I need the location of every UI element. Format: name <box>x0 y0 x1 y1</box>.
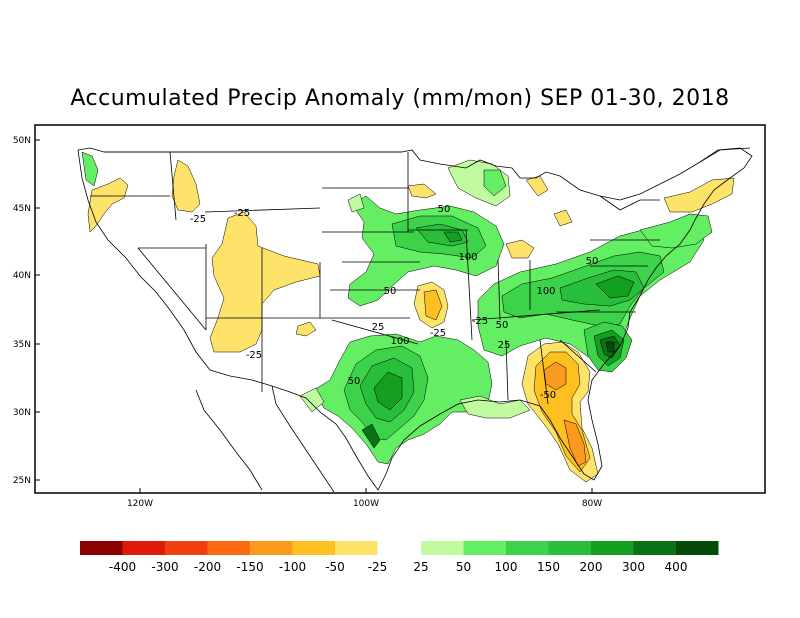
map-title: Accumulated Precip Anomaly (mm/mon) SEP … <box>70 86 730 111</box>
dry-region-ne-minn <box>407 183 437 199</box>
lat-tick-label: 30N <box>13 408 31 418</box>
legend-swatch <box>292 541 335 555</box>
legend-swatch <box>250 541 293 555</box>
dry-region-ohio-valley <box>505 239 535 259</box>
legend-swatch <box>676 541 719 555</box>
wet-region-carolinas-400 <box>605 341 615 353</box>
wet-region-nd-light <box>347 193 365 213</box>
contour-label: 50 <box>438 204 451 215</box>
contour-label: -25 <box>190 214 206 225</box>
lon-axis: 120W 100W 80W <box>127 488 602 509</box>
legend-label: -200 <box>194 560 221 574</box>
contour-label: 25 <box>372 322 385 333</box>
legend-swatch <box>80 541 123 555</box>
legend-label: -25 <box>368 560 388 574</box>
border-mt-wy <box>204 207 321 213</box>
contour-label: 100 <box>390 336 409 347</box>
lat-tick-label: 50N <box>13 136 31 146</box>
baja-coast <box>195 389 263 491</box>
dry-region-idaho <box>171 159 201 213</box>
contour-label: -25 <box>472 316 488 327</box>
legend-label: -300 <box>151 560 178 574</box>
legend-label: 150 <box>537 560 560 574</box>
contour-labels: -25 -25 -25 -25 -25 -50 50 50 50 50 50 1… <box>190 204 599 401</box>
us-outline <box>77 147 753 491</box>
wet-region-texas-300 <box>361 423 381 449</box>
legend-label: 200 <box>580 560 603 574</box>
legend-swatch <box>335 541 378 555</box>
legend-label: 50 <box>456 560 471 574</box>
contour-label: -25 <box>234 208 250 219</box>
dry-region-missouri-med <box>423 289 443 321</box>
border-mississippi <box>465 229 473 341</box>
legend-label: -400 <box>109 560 136 574</box>
legend-swatch <box>122 541 165 555</box>
border-il-in <box>497 259 501 321</box>
legend-label: 25 <box>413 560 428 574</box>
context-coastlines <box>195 147 751 493</box>
lat-tick-label: 35N <box>13 340 31 350</box>
wet-region-wa-coast <box>81 151 99 187</box>
border-ca-diag <box>137 247 207 331</box>
legend-swatch <box>207 541 250 555</box>
dry-region-new-england <box>663 177 735 213</box>
legend-swatch <box>548 541 591 555</box>
contour-label: 100 <box>536 286 555 297</box>
lon-tick-label: 100W <box>353 499 379 509</box>
border-al-ga <box>539 339 549 405</box>
contour-label: 50 <box>348 376 361 387</box>
wet-region-iowa-200 <box>443 231 463 243</box>
legend-swatch <box>463 541 506 555</box>
contour-label: 50 <box>384 286 397 297</box>
canada-lakes <box>599 195 660 211</box>
contour-label: -50 <box>540 390 556 401</box>
dry-region-alabama-strong <box>543 361 567 391</box>
contour-label: 50 <box>586 256 599 267</box>
dry-region-michigan <box>525 175 549 197</box>
mexico-mainland <box>271 385 335 493</box>
lat-tick-label: 45N <box>13 204 31 214</box>
contour-label: -25 <box>246 350 262 361</box>
contour-label: 25 <box>498 340 511 351</box>
contour-label: -25 <box>430 328 446 339</box>
lat-tick-label: 40N <box>13 271 31 281</box>
legend-label: 100 <box>495 560 518 574</box>
legend-swatch <box>506 541 549 555</box>
legend-swatch <box>591 541 634 555</box>
legend: -400 -300 -200 -150 -100 -50 -25 25 50 100 150 200… <box>80 541 719 574</box>
legend-label: -100 <box>279 560 306 574</box>
lat-axis: 50N 45N 40N 35N 30N 25N <box>13 136 40 486</box>
border-ms-al <box>505 339 509 401</box>
wet-region-texas-200 <box>373 371 403 411</box>
wet-region-nm-light <box>299 387 325 413</box>
contour-label: 100 <box>458 252 477 263</box>
dry-region-florida-strong <box>563 419 587 467</box>
dry-region-lake-huron <box>553 209 573 227</box>
map-fields <box>81 151 735 483</box>
border-id-mt <box>169 151 177 221</box>
legend-label: 400 <box>665 560 688 574</box>
legend-swatch <box>633 541 676 555</box>
dry-region-pacific-nw <box>87 177 129 233</box>
legend-swatch <box>421 541 464 555</box>
border-ok-tx <box>331 319 419 345</box>
wet-region-gulf-coast <box>459 395 531 419</box>
map-borders <box>77 147 753 491</box>
lon-tick-label: 80W <box>582 499 602 509</box>
legend-swatch <box>165 541 208 555</box>
lat-tick-label: 25N <box>13 476 31 486</box>
legend-label: -50 <box>325 560 345 574</box>
dry-region-new-mexico <box>295 321 317 337</box>
border-ga-sc <box>559 339 597 373</box>
wet-region-mid-atlantic-200 <box>595 275 635 299</box>
contour-label: 50 <box>496 320 509 331</box>
lon-tick-label: 120W <box>127 499 153 509</box>
legend-label: 300 <box>622 560 645 574</box>
wet-region-wisconsin-50 <box>483 169 507 197</box>
hudson-coast <box>699 147 751 163</box>
legend-label: -150 <box>236 560 263 574</box>
